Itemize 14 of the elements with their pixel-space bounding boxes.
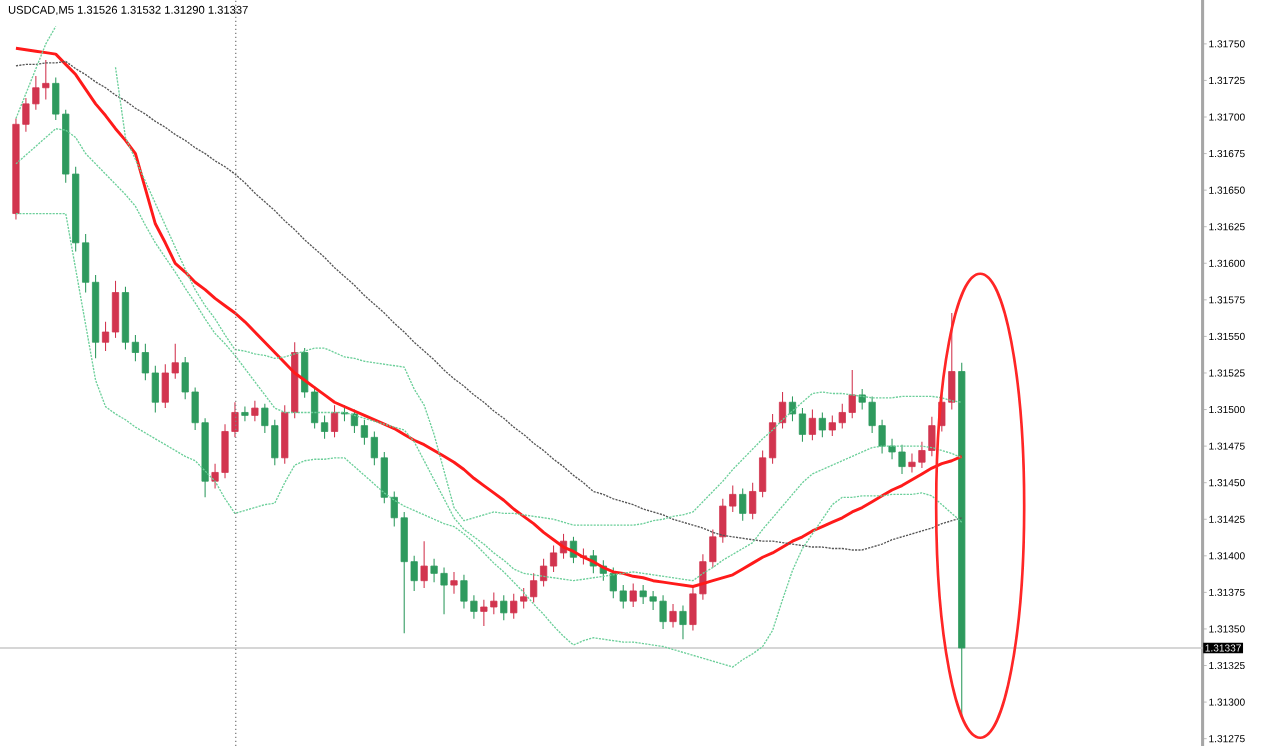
candlestick xyxy=(281,404,289,465)
candlestick xyxy=(330,404,339,438)
candlestick xyxy=(450,571,458,595)
candlestick xyxy=(669,603,677,629)
candlestick xyxy=(241,406,249,422)
candlestick xyxy=(808,409,816,441)
candlestick xyxy=(251,400,259,422)
candlestick xyxy=(500,594,508,621)
candlestick xyxy=(739,487,747,522)
candlestick xyxy=(629,583,637,608)
candlestick xyxy=(818,411,826,438)
candlestick xyxy=(679,605,687,640)
candlestick xyxy=(778,391,787,430)
candlestick xyxy=(420,540,428,589)
